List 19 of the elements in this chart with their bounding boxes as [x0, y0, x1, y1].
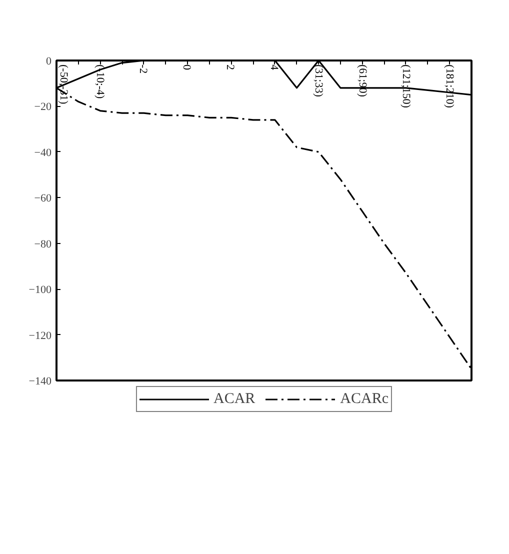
legend-label: ACARc	[340, 390, 389, 408]
y-tick-label: −40	[34, 146, 52, 159]
y-tick-label: −80	[34, 238, 52, 250]
x-tick-label: (31;33)	[312, 64, 325, 98]
y-tick-label: −140	[28, 376, 52, 388]
x-tick-label: 2	[224, 64, 236, 70]
x-tick-label: (181;210)	[444, 64, 456, 108]
x-tick-label: (61;90)	[356, 64, 368, 98]
x-tick-label: -2	[136, 64, 149, 74]
x-tick-label: (-50;-31)	[58, 64, 70, 105]
y-tick-label: −120	[28, 330, 52, 342]
y-tick-label: −100	[28, 284, 52, 296]
x-tick-label: (-10;-4)	[94, 64, 106, 100]
x-tick-label: (121;150)	[400, 64, 412, 108]
legend-label: ACAR	[213, 390, 256, 408]
y-tick-label: −20	[34, 101, 52, 114]
x-tick-label: 4	[268, 64, 280, 70]
x-tick-label: 0	[180, 64, 193, 70]
y-tick-label: −60	[34, 192, 52, 205]
